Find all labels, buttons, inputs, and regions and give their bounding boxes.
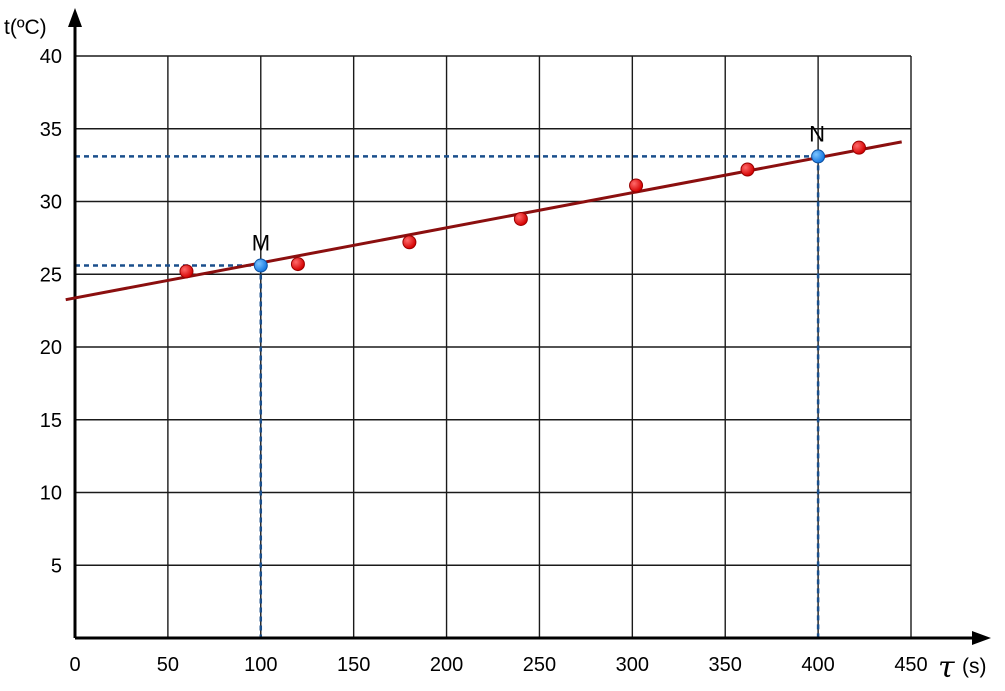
y-axis-title: t(ºC) xyxy=(4,16,47,39)
grid xyxy=(75,55,912,638)
y-tick-label: 30 xyxy=(40,192,62,214)
data-point xyxy=(629,178,644,193)
data-points: MN xyxy=(179,121,866,279)
x-tick-label: 200 xyxy=(430,654,463,676)
x-axis-unit: (s) xyxy=(962,655,987,678)
y-tick-label: 10 xyxy=(40,483,62,505)
data-point xyxy=(179,264,194,279)
y-axis-arrow xyxy=(68,8,82,27)
x-tick-label: 0 xyxy=(69,654,80,676)
y-tick-label: 25 xyxy=(40,264,62,286)
x-tick-label: 50 xyxy=(157,654,179,676)
y-tick-label: 15 xyxy=(40,410,62,432)
data-point xyxy=(851,140,866,155)
axes xyxy=(68,8,991,645)
x-tick-label: 350 xyxy=(709,654,742,676)
data-point xyxy=(290,257,305,272)
guide-lines xyxy=(75,155,820,638)
x-tick-label: 450 xyxy=(894,654,927,676)
marked-point xyxy=(253,258,268,273)
marked-point-label: N xyxy=(809,121,825,146)
y-tick-label: 40 xyxy=(40,46,62,68)
y-tick-label: 35 xyxy=(40,119,62,141)
x-axis-arrow xyxy=(972,631,991,645)
x-tick-label: 100 xyxy=(244,654,277,676)
data-point xyxy=(402,235,417,250)
tick-labels: 0 50 100 150 200 250 300 350 400 450 5 10 15 20 25 30 35… xyxy=(40,46,928,676)
marked-point-label: M xyxy=(252,231,270,256)
x-tick-label: 250 xyxy=(523,654,556,676)
marked-point xyxy=(811,149,826,164)
x-tick-label: 300 xyxy=(616,654,649,676)
trend-line-group xyxy=(65,140,902,302)
x-tick-label: 150 xyxy=(337,654,370,676)
data-point xyxy=(513,211,528,226)
trend-line xyxy=(65,140,902,302)
y-tick-label: 20 xyxy=(40,337,62,359)
x-tick-label: 400 xyxy=(801,654,834,676)
y-tick-label: 5 xyxy=(51,555,62,577)
x-axis-symbol: τ xyxy=(938,650,955,685)
data-point xyxy=(740,162,755,177)
